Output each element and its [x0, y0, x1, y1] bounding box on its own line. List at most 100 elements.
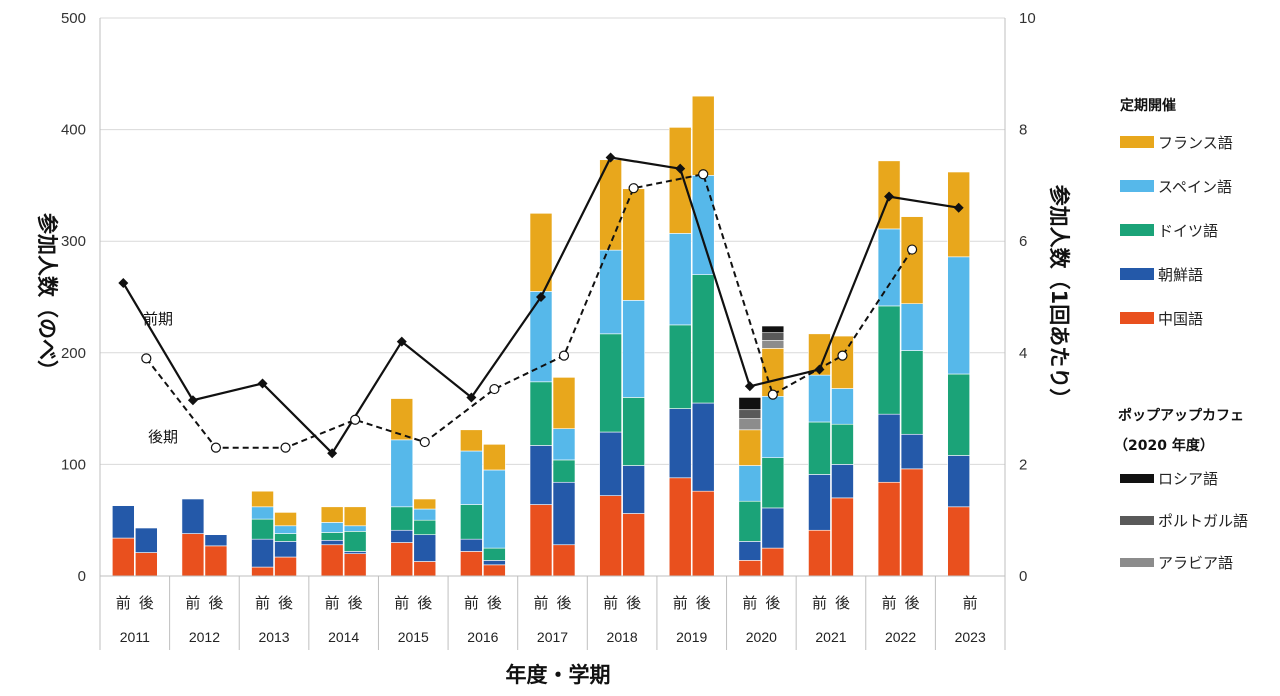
- year-label: 2019: [676, 629, 707, 645]
- right-tick-label: 0: [1019, 568, 1027, 585]
- bar-segment: [808, 474, 831, 531]
- year-label: 2017: [537, 629, 568, 645]
- line-second-point: [767, 389, 778, 400]
- year-label: 2021: [815, 629, 846, 645]
- legend-label: フランス語: [1158, 134, 1233, 152]
- legend-label: アラビア語: [1158, 554, 1233, 572]
- semester-label: 前: [116, 594, 131, 612]
- line-first-point: [814, 364, 825, 375]
- semester-label: 後: [417, 594, 432, 612]
- bar-segment: [900, 350, 924, 435]
- legend-swatch: [1120, 136, 1154, 148]
- bar-segment: [877, 481, 901, 577]
- semester-label: 前: [394, 594, 409, 612]
- semester-label: 後: [208, 594, 223, 612]
- bar-segment: [808, 421, 831, 475]
- bar-segment: [390, 542, 414, 577]
- bar-segment: [274, 533, 297, 542]
- bar-segment: [947, 171, 970, 258]
- bar-segment: [668, 233, 692, 326]
- bar-segment: [738, 500, 762, 542]
- legend-label: 中国語: [1158, 310, 1203, 328]
- bar-segment-popup: [761, 332, 785, 341]
- bar-segment: [483, 560, 506, 566]
- bar-segment: [135, 527, 158, 553]
- bar-segment: [947, 256, 970, 375]
- bar-segment: [390, 529, 414, 543]
- bar-segment-popup: [738, 397, 762, 411]
- bar-segment: [622, 513, 645, 577]
- bar-segment: [599, 249, 622, 335]
- bar-segment: [529, 504, 553, 577]
- legend-title-regular: 定期開催: [1120, 97, 1176, 114]
- bar-segment: [320, 522, 344, 533]
- bar-segment: [343, 553, 367, 577]
- right-tick-label: 6: [1019, 233, 1027, 250]
- bar-segment: [808, 374, 831, 423]
- line-first-point: [536, 292, 546, 302]
- line-second-point: [350, 414, 361, 425]
- bar-segment: [135, 552, 158, 577]
- legend-swatch: [1120, 558, 1154, 567]
- year-label: 2015: [398, 629, 429, 645]
- left-tick-label: 300: [61, 233, 86, 250]
- bar-segment: [274, 556, 297, 577]
- legend-swatch: [1120, 224, 1154, 236]
- bar-segment: [622, 397, 645, 466]
- bar-segment: [831, 335, 854, 389]
- line-first-point: [884, 191, 895, 202]
- semester-label: 後: [278, 594, 293, 612]
- line-second-semester: [145, 173, 913, 449]
- legend-title-popup: ポップアップカフェ: [1118, 407, 1244, 424]
- legend-label: ポルトガル語: [1158, 512, 1248, 530]
- line-first-point: [257, 378, 268, 389]
- semester-label: 後: [556, 594, 571, 612]
- bar-segment: [343, 506, 367, 527]
- bar-segment: [343, 525, 367, 532]
- bar-segment: [251, 538, 274, 568]
- bar-segment: [691, 490, 715, 577]
- semester-label: 前: [325, 594, 340, 612]
- legend-swatch: [1120, 180, 1154, 192]
- line-second-point: [558, 350, 570, 361]
- bar-segment: [460, 504, 483, 540]
- bar-segment: [900, 468, 924, 577]
- bar-segment-popup: [738, 409, 762, 419]
- bar-segment: [947, 455, 970, 508]
- legend-label: スペイン語: [1158, 178, 1232, 196]
- right-tick-label: 4: [1019, 345, 1027, 362]
- legend-title-popup-year: （2020 年度）: [1114, 437, 1214, 454]
- year-label: 2022: [885, 629, 916, 645]
- semester-label: 後: [348, 594, 363, 612]
- bar-segment: [529, 381, 553, 446]
- semester-label: 後: [835, 594, 850, 612]
- semester-label: 前: [812, 594, 827, 612]
- semester-label: 後: [905, 594, 920, 612]
- bar-segment: [529, 291, 553, 383]
- bar-segment: [877, 413, 901, 483]
- bar-segment: [831, 497, 854, 577]
- bar-segment: [900, 303, 924, 351]
- line-second-point: [628, 183, 639, 194]
- year-label: 2013: [258, 629, 289, 645]
- line-second-point: [489, 383, 500, 395]
- legend-label: ロシア語: [1158, 470, 1218, 488]
- bar-segment: [483, 444, 506, 471]
- semester-label: 後: [626, 594, 641, 612]
- year-label: 2011: [120, 629, 150, 645]
- bar-segment: [181, 533, 205, 577]
- bar-segment: [668, 324, 692, 409]
- line-second-point: [837, 350, 848, 361]
- bar-segment: [274, 512, 297, 527]
- left-tick-label: 0: [78, 568, 86, 585]
- line-second-point: [280, 442, 291, 453]
- bar-segment: [552, 428, 576, 461]
- bar-segment: [112, 505, 135, 539]
- legend-swatch: [1120, 474, 1154, 483]
- bar-segment: [251, 506, 274, 520]
- bar-segment: [761, 457, 785, 509]
- bar-segment: [738, 429, 762, 466]
- bar-segment-popup: [761, 325, 785, 334]
- line-second-annotation: 後期: [148, 428, 178, 446]
